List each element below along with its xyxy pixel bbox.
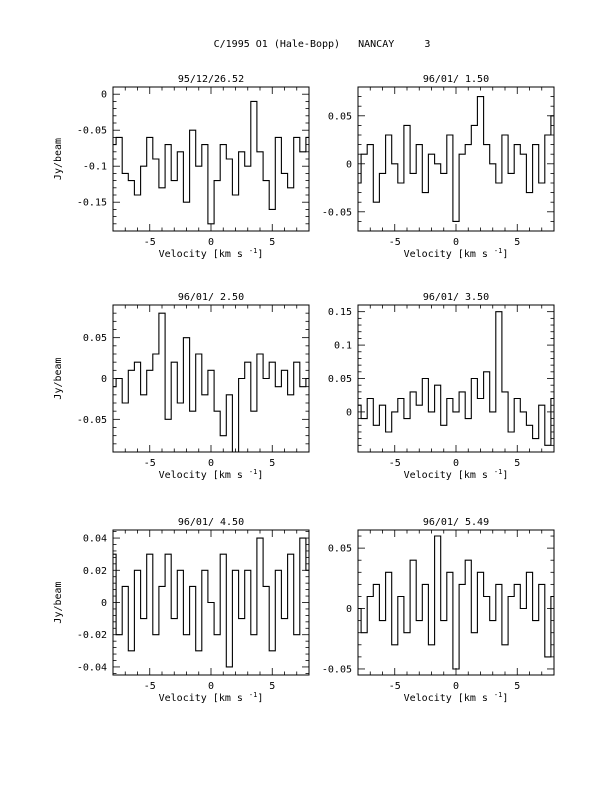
y-tick-label: 0.04 <box>83 534 107 545</box>
panel-title: 96/01/ 5.49 <box>423 517 489 528</box>
x-tick-label: -5 <box>144 237 156 248</box>
x-axis-label-close: ] <box>257 249 263 260</box>
x-axis-label: Velocity [km s -1] <box>159 691 264 704</box>
chart-panel-3: 96/01/ 2.50 -5 0 5 0.05 0 -0.05 Velocity [km s … <box>53 292 310 481</box>
panel-title: 96/01/ 3.50 <box>423 292 489 303</box>
y-tick-label: 0.05 <box>328 374 352 385</box>
y-tick-label: -0.15 <box>77 198 107 209</box>
x-axis-label: Velocity [km s -1] <box>159 247 264 260</box>
chart-panel-1: 95/12/26.52 -5 0 5 0 -0.05 -0.1 -0.15 Velocity [… <box>53 74 310 260</box>
x-axis-label: Velocity [km s -1] <box>159 468 264 481</box>
x-tick-label: -5 <box>389 681 401 692</box>
y-tick-label: -0.05 <box>77 415 107 426</box>
y-tick-label: 0.02 <box>83 566 107 577</box>
y-tick-label: 0 <box>346 407 352 418</box>
x-axis-label-main: Velocity [km s <box>404 693 494 704</box>
panel-title: 96/01/ 1.50 <box>423 74 489 85</box>
x-axis-label-main: Velocity [km s <box>159 693 249 704</box>
chart-panel-6: 96/01/ 5.49 -5 0 5 0.05 0 -0.05 Velocity [km s … <box>322 517 555 704</box>
x-tick-label: 5 <box>269 237 275 248</box>
x-axis-label-exponent: -1 <box>494 691 502 699</box>
x-tick-label: -5 <box>144 681 156 692</box>
y-tick-label: 0.05 <box>328 111 352 122</box>
chart-panel-5: 96/01/ 4.50 -5 0 5 0.04 0.02 0 -0.02 -0.04 Veloci… <box>53 517 310 704</box>
y-tick-label: 0.05 <box>328 544 352 555</box>
y-tick-label: -0.04 <box>77 662 107 673</box>
x-axis-label-close: ] <box>502 693 508 704</box>
x-tick-label: 0 <box>208 681 214 692</box>
x-axis-label-exponent: -1 <box>494 468 502 476</box>
x-tick-label: -5 <box>144 458 156 469</box>
x-axis-label: Velocity [km s -1] <box>404 691 509 704</box>
y-axis-label: Jy/beam <box>53 581 64 623</box>
panel-title: 96/01/ 4.50 <box>178 517 244 528</box>
y-tick-label: 0 <box>101 598 107 609</box>
x-axis-label-main: Velocity [km s <box>404 470 494 481</box>
plot-frame <box>357 529 555 676</box>
x-axis-label-close: ] <box>257 470 263 481</box>
x-axis-label: Velocity [km s -1] <box>404 247 509 260</box>
y-tick-label: 0 <box>346 604 352 615</box>
x-axis-label-close: ] <box>257 693 263 704</box>
x-axis-label-exponent: -1 <box>249 247 257 255</box>
y-tick-label: -0.05 <box>322 207 352 218</box>
panels-group: 95/12/26.52 -5 0 5 0 -0.05 -0.1 -0.15 Velocity [… <box>53 74 555 704</box>
y-tick-label: -0.05 <box>322 664 352 675</box>
x-axis-label-main: Velocity [km s <box>159 249 249 260</box>
x-tick-label: 5 <box>269 458 275 469</box>
x-axis-label-exponent: -1 <box>249 691 257 699</box>
x-tick-label: 5 <box>269 681 275 692</box>
chart-panel-2: 96/01/ 1.50 -5 0 5 0.05 0 -0.05 Velocity [km s … <box>322 74 555 260</box>
x-tick-label: 0 <box>453 458 459 469</box>
plot-frame <box>112 304 310 453</box>
y-axis-label: Jy/beam <box>53 357 64 399</box>
x-tick-label: 0 <box>208 237 214 248</box>
y-tick-label: 0.1 <box>334 341 352 352</box>
x-tick-label: 5 <box>514 458 520 469</box>
x-tick-label: 5 <box>514 681 520 692</box>
y-tick-label: -0.1 <box>83 162 107 173</box>
y-tick-label: 0 <box>101 374 107 385</box>
x-axis-label-main: Velocity [km s <box>159 470 249 481</box>
y-tick-label: -0.02 <box>77 630 107 641</box>
y-axis-label: Jy/beam <box>53 138 64 180</box>
plot-frame <box>357 304 555 453</box>
x-tick-label: 0 <box>208 458 214 469</box>
y-tick-label: 0 <box>101 90 107 101</box>
spectrum-line <box>113 312 309 453</box>
x-tick-label: 5 <box>514 237 520 248</box>
spectrum-line <box>358 535 554 670</box>
plot-frame <box>112 86 310 232</box>
spectrum-line <box>113 100 309 225</box>
panel-title: 96/01/ 2.50 <box>178 292 244 303</box>
x-axis-label-exponent: -1 <box>494 247 502 255</box>
page-title: C/1995 O1 (Hale-Bopp) NANCAY 3 <box>214 39 431 50</box>
x-tick-label: 0 <box>453 681 459 692</box>
x-axis-label-main: Velocity [km s <box>404 249 494 260</box>
panel-title: 95/12/26.52 <box>178 74 244 85</box>
x-axis-label: Velocity [km s -1] <box>404 468 509 481</box>
x-tick-label: 0 <box>453 237 459 248</box>
y-tick-label: 0 <box>346 159 352 170</box>
x-axis-label-close: ] <box>502 249 508 260</box>
x-axis-label-exponent: -1 <box>249 468 257 476</box>
x-tick-label: -5 <box>389 237 401 248</box>
y-tick-label: 0.05 <box>83 333 107 344</box>
spectrum-line <box>113 537 309 668</box>
plot-frame <box>357 86 555 232</box>
spectrum-line <box>358 96 554 222</box>
y-tick-label: 0.15 <box>328 307 352 318</box>
x-tick-label: -5 <box>389 458 401 469</box>
x-axis-label-close: ] <box>502 470 508 481</box>
y-tick-label: -0.05 <box>77 126 107 137</box>
spectrum-line <box>358 311 554 446</box>
